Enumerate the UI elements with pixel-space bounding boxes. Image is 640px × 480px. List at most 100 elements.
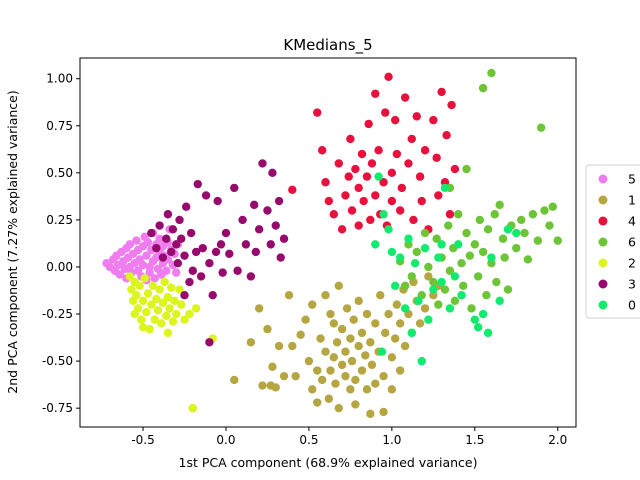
- data-point-cluster-1: [341, 371, 350, 381]
- data-point-cluster-3: [279, 234, 289, 243]
- data-point-cluster-3: [181, 202, 191, 211]
- legend-marker-4: [598, 216, 608, 226]
- y-tick-label: 1.00: [46, 72, 73, 86]
- data-point-cluster-3: [266, 240, 275, 249]
- data-point-cluster-4: [400, 93, 410, 102]
- data-point-cluster-1: [301, 315, 310, 324]
- data-point-cluster-2: [143, 289, 153, 298]
- data-point-cluster-3: [211, 247, 221, 257]
- data-point-cluster-6: [533, 236, 543, 245]
- data-point-cluster-0: [457, 291, 466, 300]
- data-point-cluster-4: [397, 183, 407, 193]
- data-point-cluster-1: [395, 366, 405, 375]
- data-point-cluster-1: [308, 385, 317, 394]
- data-point-cluster-4: [395, 206, 405, 215]
- data-point-cluster-6: [407, 272, 416, 281]
- data-point-cluster-6: [540, 206, 549, 215]
- data-point-cluster-6: [462, 228, 471, 238]
- data-point-cluster-1: [346, 334, 355, 343]
- data-point-cluster-0: [503, 225, 513, 234]
- data-point-cluster-4: [371, 191, 380, 200]
- data-point-cluster-2: [145, 324, 154, 334]
- data-point-cluster-1: [361, 351, 370, 360]
- x-tick-label: 0.5: [299, 433, 318, 447]
- data-point-cluster-3: [147, 228, 156, 238]
- data-point-cluster-2: [191, 304, 201, 313]
- data-point-cluster-2: [127, 285, 136, 294]
- data-point-cluster-6: [503, 285, 513, 294]
- data-point-cluster-2: [137, 315, 146, 324]
- data-point-cluster-1: [341, 347, 350, 356]
- data-point-cluster-1: [326, 366, 335, 375]
- legend-label-0: 0: [628, 298, 636, 313]
- data-point-cluster-6: [520, 228, 529, 238]
- data-point-cluster-1: [321, 347, 330, 356]
- data-point-cluster-3: [152, 243, 161, 253]
- data-point-cluster-4: [420, 146, 430, 155]
- data-point-cluster-1: [354, 341, 363, 351]
- data-point-cluster-1: [342, 304, 352, 313]
- data-point-cluster-2: [172, 309, 181, 319]
- data-point-cluster-1: [379, 371, 388, 381]
- data-point-cluster-6: [517, 215, 526, 225]
- data-point-cluster-1: [424, 272, 433, 281]
- data-point-cluster-0: [395, 253, 405, 262]
- data-point-cluster-4: [390, 115, 400, 125]
- data-point-cluster-3: [176, 234, 186, 243]
- data-point-cluster-6: [457, 259, 466, 268]
- data-point-cluster-4: [404, 159, 413, 168]
- data-point-cluster-3: [155, 221, 164, 230]
- data-point-cluster-1: [329, 319, 339, 328]
- data-point-cluster-3: [173, 259, 183, 268]
- data-point-cluster-1: [347, 356, 357, 366]
- data-point-cluster-0: [410, 259, 420, 268]
- data-point-cluster-3: [251, 247, 261, 257]
- data-point-cluster-2: [133, 304, 143, 313]
- data-point-cluster-1: [351, 375, 360, 385]
- data-point-cluster-3: [246, 272, 256, 281]
- data-point-cluster-0: [478, 309, 488, 319]
- data-point-cluster-6: [483, 225, 493, 234]
- data-point-cluster-1: [288, 341, 297, 351]
- data-point-cluster-0: [379, 210, 388, 219]
- data-point-cluster-0: [424, 315, 433, 324]
- x-tick-label: -0.5: [131, 433, 154, 447]
- data-point-cluster-1: [316, 334, 325, 343]
- data-point-cluster-1: [329, 353, 339, 362]
- data-point-cluster-2: [155, 285, 164, 294]
- data-point-cluster-6: [450, 296, 460, 306]
- data-point-cluster-6: [462, 164, 471, 174]
- data-point-cluster-3: [230, 183, 239, 193]
- data-point-cluster-6: [528, 210, 538, 219]
- data-point-cluster-6: [465, 251, 475, 260]
- data-point-cluster-2: [140, 274, 149, 283]
- data-point-cluster-1: [291, 371, 300, 381]
- data-point-cluster-1: [392, 300, 402, 309]
- data-point-cluster-4: [450, 164, 460, 174]
- data-point-cluster-1: [317, 375, 327, 385]
- legend-marker-0: [598, 300, 608, 310]
- data-point-cluster-5: [150, 274, 159, 283]
- data-point-cluster-0: [374, 172, 383, 181]
- data-point-cluster-0: [417, 356, 426, 366]
- legend-label-2: 2: [628, 256, 636, 271]
- data-point-cluster-5: [143, 238, 153, 247]
- data-point-cluster-3: [254, 225, 264, 234]
- data-point-cluster-5: [132, 236, 141, 245]
- data-point-cluster-5: [155, 234, 164, 243]
- data-point-cluster-1: [362, 309, 372, 319]
- data-point-cluster-1: [313, 366, 322, 375]
- data-point-cluster-6: [553, 236, 562, 245]
- data-point-cluster-3: [186, 228, 196, 238]
- legend: 5 1 4 6 2 3 0: [585, 164, 640, 319]
- data-point-cluster-6: [512, 243, 521, 253]
- legend-label-4: 4: [628, 214, 636, 229]
- y-tick-label: -0.25: [42, 307, 73, 321]
- data-point-cluster-2: [160, 277, 169, 287]
- data-point-cluster-5: [145, 268, 154, 277]
- data-point-cluster-2: [176, 300, 186, 309]
- data-point-cluster-1: [334, 281, 343, 290]
- data-point-cluster-3: [233, 266, 242, 275]
- data-point-cluster-3: [218, 268, 227, 277]
- data-point-cluster-4: [364, 119, 373, 129]
